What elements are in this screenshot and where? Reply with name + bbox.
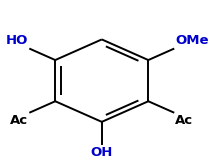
Text: Ac: Ac	[175, 114, 194, 127]
Text: OH: OH	[90, 146, 113, 159]
Text: HO: HO	[6, 34, 28, 47]
Text: OMe: OMe	[175, 34, 209, 47]
Text: Ac: Ac	[10, 114, 28, 127]
